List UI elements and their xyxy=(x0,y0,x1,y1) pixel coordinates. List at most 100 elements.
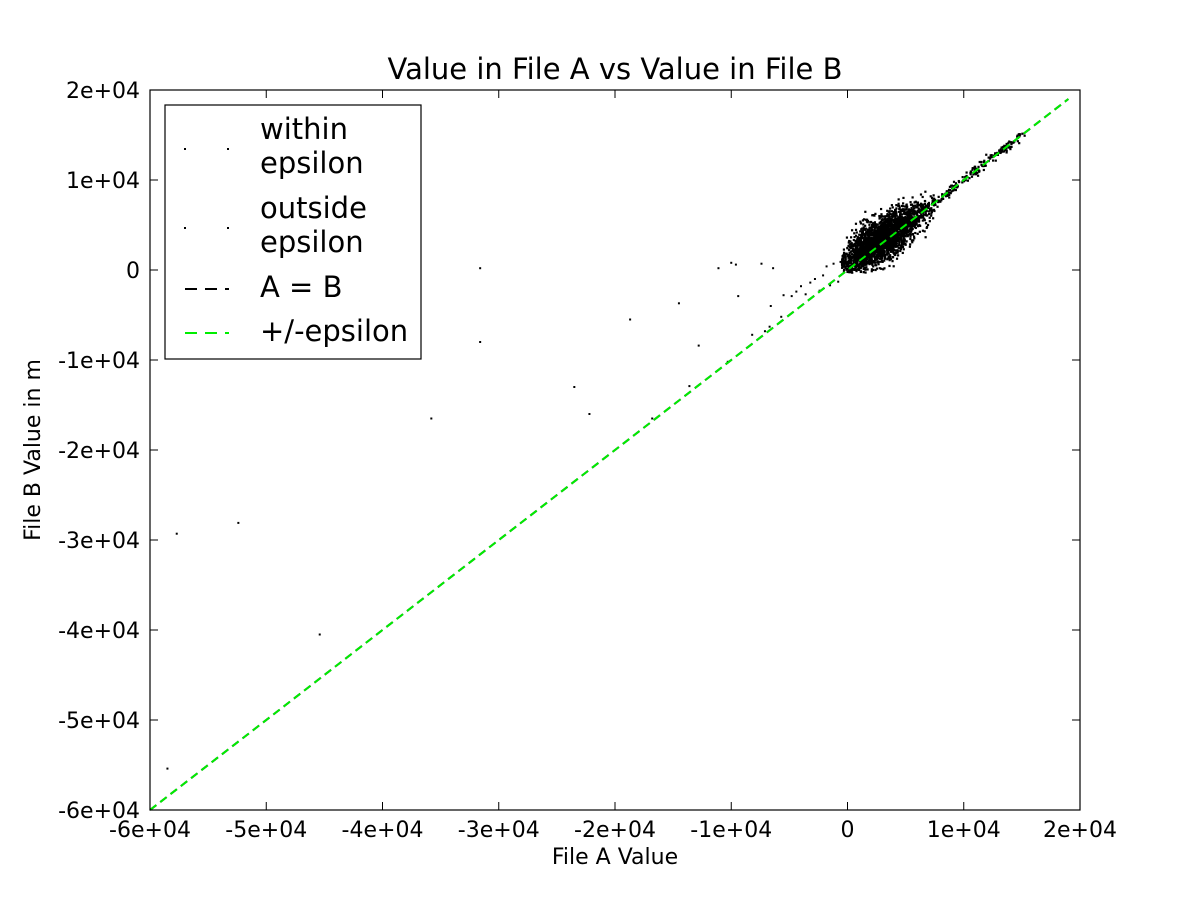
cluster-point xyxy=(938,200,942,203)
cluster-point xyxy=(859,254,862,257)
cluster-point xyxy=(855,260,858,263)
cluster-point xyxy=(861,260,864,263)
cluster-point xyxy=(876,261,879,264)
cluster-point xyxy=(914,204,917,207)
cluster-point xyxy=(870,236,873,240)
cluster-point xyxy=(891,256,895,259)
cluster-point xyxy=(954,188,957,192)
cluster-point xyxy=(883,259,886,262)
cluster-point xyxy=(894,243,898,246)
cluster-point xyxy=(892,251,895,255)
cluster-point xyxy=(892,265,895,268)
cluster-point xyxy=(864,271,867,274)
cluster-point xyxy=(869,254,873,258)
cluster-point xyxy=(845,263,848,266)
cluster-point xyxy=(863,238,867,242)
cluster-point xyxy=(921,195,924,199)
cluster-point xyxy=(1005,149,1008,152)
outside-epsilon-point xyxy=(430,417,433,420)
cluster-point xyxy=(898,242,901,245)
cluster-point xyxy=(873,223,876,226)
cluster-point xyxy=(902,208,905,211)
cluster-point xyxy=(888,240,891,243)
cluster-point xyxy=(909,235,912,238)
cluster-point xyxy=(858,262,861,266)
cluster-point xyxy=(1008,140,1011,143)
cluster-point xyxy=(881,228,885,232)
cluster-point xyxy=(915,223,918,226)
cluster-point xyxy=(913,225,916,229)
cluster-point xyxy=(855,258,858,261)
cluster-point xyxy=(859,262,863,265)
cluster-point xyxy=(905,231,908,234)
outside-epsilon-point xyxy=(734,263,737,266)
cluster-point xyxy=(891,216,894,219)
outside-epsilon-point xyxy=(822,274,825,277)
cluster-point xyxy=(902,248,905,251)
cluster-point xyxy=(851,268,854,271)
cluster-point xyxy=(867,240,870,244)
cluster-point xyxy=(891,231,894,234)
cluster-point xyxy=(889,237,892,240)
cluster-point xyxy=(898,247,901,250)
cluster-point xyxy=(934,202,937,206)
cluster-point xyxy=(899,248,903,251)
y-tick-label: 2e+04 xyxy=(66,79,140,104)
cluster-point xyxy=(919,202,923,205)
cluster-point xyxy=(965,174,968,178)
cluster-point xyxy=(877,255,880,258)
cluster-point xyxy=(902,196,905,200)
cluster-point xyxy=(865,242,868,245)
outside-epsilon-point xyxy=(588,413,591,415)
cluster-point xyxy=(848,256,851,259)
cluster-point xyxy=(921,203,924,206)
cluster-point xyxy=(884,218,887,221)
cluster-point xyxy=(841,265,844,269)
cluster-point xyxy=(881,224,884,228)
cluster-point xyxy=(848,269,851,272)
cluster-point xyxy=(846,247,849,250)
cluster-point xyxy=(867,260,870,263)
cluster-point xyxy=(887,233,890,236)
cluster-point xyxy=(949,191,952,194)
cluster-point xyxy=(891,244,894,247)
cluster-point xyxy=(854,266,857,269)
outside-epsilon-point xyxy=(629,318,632,321)
cluster-point xyxy=(866,249,869,252)
cluster-point xyxy=(893,222,897,225)
outside-epsilon-point xyxy=(782,294,785,297)
cluster-point xyxy=(906,226,909,229)
cluster-point xyxy=(859,246,862,249)
cluster-point xyxy=(871,263,874,267)
cluster-point xyxy=(896,230,899,233)
cluster-point xyxy=(878,214,881,218)
cluster-point xyxy=(875,267,879,270)
cluster-point xyxy=(882,238,885,241)
cluster-point xyxy=(909,217,912,221)
cluster-point xyxy=(957,179,960,183)
cluster-point xyxy=(895,257,899,260)
cluster-point xyxy=(907,216,911,219)
cluster-point xyxy=(841,258,844,261)
cluster-point xyxy=(864,236,867,239)
cluster-point xyxy=(918,230,921,233)
cluster-point xyxy=(862,260,865,263)
cluster-point xyxy=(870,245,873,248)
cluster-point xyxy=(893,244,896,247)
cluster-point xyxy=(853,252,857,255)
cluster-point xyxy=(952,189,955,192)
cluster-point xyxy=(880,227,884,231)
cluster-point xyxy=(870,252,873,255)
cluster-point xyxy=(870,248,873,251)
cluster-point xyxy=(860,250,863,253)
cluster-point xyxy=(973,167,976,170)
cluster-point xyxy=(875,249,878,252)
cluster-point xyxy=(874,264,877,267)
cluster-point xyxy=(893,229,897,232)
cluster-point xyxy=(944,195,948,198)
cluster-point xyxy=(932,208,936,211)
cluster-point xyxy=(848,261,851,264)
cluster-point xyxy=(1009,141,1012,144)
cluster-point xyxy=(883,220,886,223)
